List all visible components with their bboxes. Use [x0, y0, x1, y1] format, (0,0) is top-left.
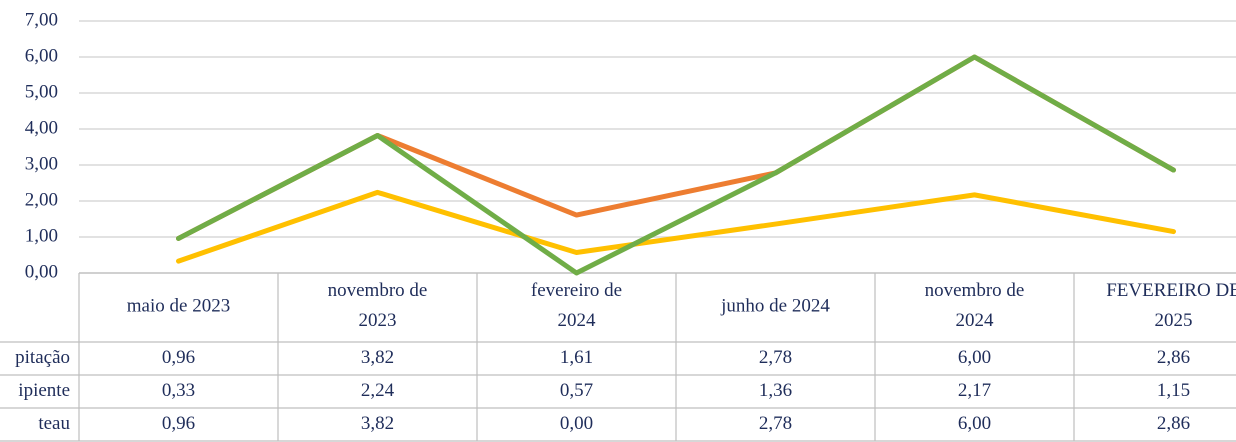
table-value: 2,86: [1157, 413, 1190, 434]
table-value: 3,82: [361, 413, 394, 434]
table-value: 1,36: [759, 380, 792, 401]
table-value: 0,33: [162, 380, 195, 401]
x-tick-label: junho de 2024: [720, 295, 830, 316]
y-tick-label: 7,00: [25, 9, 58, 30]
y-tick-label: 2,00: [25, 189, 58, 210]
table-value: 0,00: [560, 413, 593, 434]
y-tick-label: 1,00: [25, 225, 58, 246]
table-value: 2,24: [361, 380, 395, 401]
y-tick-label: 0,00: [25, 261, 58, 282]
table-value: 0,96: [162, 413, 195, 434]
x-tick-label: novembro de 2024: [925, 280, 1025, 331]
y-tick-label: 5,00: [25, 81, 58, 102]
table-value: 3,82: [361, 347, 394, 368]
y-tick-label: 4,00: [25, 117, 58, 138]
y-tick-label: 6,00: [25, 45, 58, 66]
series-line: [176, 189, 1176, 264]
series-line: [176, 54, 1176, 276]
x-tick-label: maio de 2023: [127, 295, 230, 316]
x-tick-label: novembro de 2023: [328, 280, 428, 331]
table-value: 0,57: [560, 380, 593, 401]
table-value: 6,00: [958, 347, 991, 368]
table-value: 2,17: [958, 380, 991, 401]
table-value: 2,78: [759, 413, 792, 434]
y-tick-label: 3,00: [25, 153, 58, 174]
x-tick-label: fevereiro de 2024: [531, 280, 622, 331]
legend-label: teau: [38, 413, 70, 434]
table-value: 2,86: [1157, 347, 1190, 368]
legend-label: pitação: [15, 347, 70, 368]
table-value: 6,00: [958, 413, 991, 434]
table-value: 1,15: [1157, 380, 1190, 401]
table-value: 1,61: [560, 347, 593, 368]
x-tick-label: FEVEREIRO DE 2025: [1106, 280, 1236, 331]
table-value: 0,96: [162, 347, 195, 368]
legend-label: ipiente: [18, 380, 70, 401]
table-value: 2,78: [759, 347, 792, 368]
